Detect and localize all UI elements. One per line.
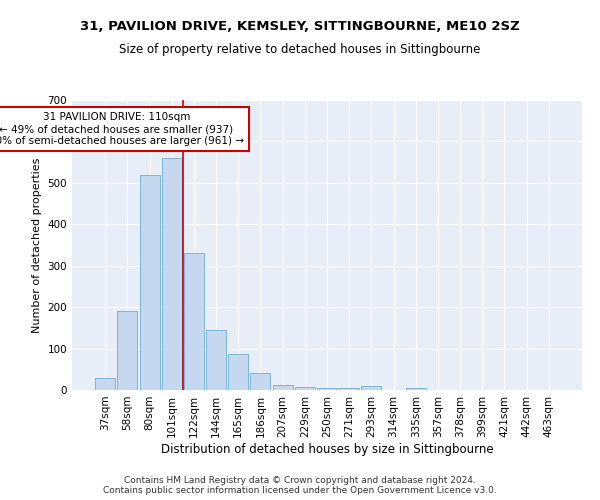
Bar xyxy=(95,378,115,390)
Text: Contains HM Land Registry data © Crown copyright and database right 2024.
Contai: Contains HM Land Registry data © Crown c… xyxy=(103,476,497,495)
Bar xyxy=(295,386,315,390)
Bar xyxy=(118,312,137,390)
Bar xyxy=(272,385,293,390)
Bar xyxy=(339,388,359,390)
Bar xyxy=(250,374,271,390)
Bar xyxy=(140,174,160,390)
Bar xyxy=(317,388,337,390)
Bar xyxy=(228,354,248,390)
X-axis label: Distribution of detached houses by size in Sittingbourne: Distribution of detached houses by size … xyxy=(161,442,493,456)
Bar xyxy=(162,158,182,390)
Bar xyxy=(206,330,226,390)
Text: Size of property relative to detached houses in Sittingbourne: Size of property relative to detached ho… xyxy=(119,42,481,56)
Text: 31, PAVILION DRIVE, KEMSLEY, SITTINGBOURNE, ME10 2SZ: 31, PAVILION DRIVE, KEMSLEY, SITTINGBOUR… xyxy=(80,20,520,33)
Bar xyxy=(361,386,382,390)
Text: 31 PAVILION DRIVE: 110sqm
← 49% of detached houses are smaller (937)
50% of semi: 31 PAVILION DRIVE: 110sqm ← 49% of detac… xyxy=(0,112,244,146)
Y-axis label: Number of detached properties: Number of detached properties xyxy=(32,158,42,332)
Bar xyxy=(406,388,426,390)
Bar xyxy=(184,254,204,390)
